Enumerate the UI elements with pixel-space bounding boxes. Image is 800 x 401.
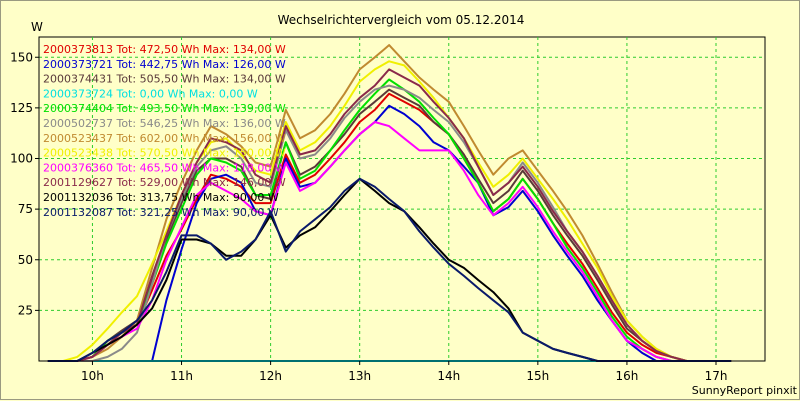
- legend-entry: 2000374404 Tot: 493,50 Wh Max: 139,00 W: [43, 102, 286, 115]
- y-tick-label: 100: [10, 152, 33, 166]
- legend-entry: 2000523437 Tot: 602,00 Wh Max: 156,00 W: [43, 132, 286, 145]
- y-tick-label: 150: [10, 50, 33, 64]
- x-tick-label: 13h: [348, 369, 371, 383]
- legend: 2000373813 Tot: 472,50 Wh Max: 134,00 W 2…: [43, 43, 286, 219]
- x-tick-label: 14h: [437, 369, 460, 383]
- legend-entry: 2000502737 Tot: 546,25 Wh Max: 136,00 W: [43, 117, 286, 130]
- footer-credit: SunnyReport pinxit: [692, 384, 798, 397]
- series-line-8: [47, 121, 732, 362]
- y-tick-label: 50: [18, 253, 33, 267]
- x-tick-label: 15h: [526, 369, 549, 383]
- x-tick-label: 12h: [259, 369, 282, 383]
- legend-entry: 2000376360 Tot: 465,50 Wh Max: 118,00 W: [43, 161, 286, 174]
- series-line-4: [47, 78, 732, 362]
- legend-entry: 2001129627 Tot: 529,00 Wh Max: 146,00 W: [43, 176, 286, 189]
- series-line-2: [47, 88, 732, 362]
- series-line-6: [47, 44, 732, 362]
- legend-entry: 2000373721 Tot: 442,75 Wh Max: 126,00 W: [43, 58, 286, 71]
- chart-title: Wechselrichtervergleich vom 05.12.2014: [278, 13, 525, 27]
- legend-entry: 2000373724 Tot: 0,00 Wh Max: 0,00 W: [43, 87, 258, 100]
- series-line-0: [47, 92, 732, 362]
- y-tick-label: 75: [18, 202, 33, 216]
- legend-entry: 2001132036 Tot: 313,75 Wh Max: 90,00 W: [43, 191, 279, 204]
- legend-entry: 2000374431 Tot: 505,50 Wh Max: 134,00 W: [43, 73, 286, 86]
- legend-entry: 2000373813 Tot: 472,50 Wh Max: 134,00 W: [43, 43, 286, 56]
- legend-entry: 2001132087 Tot: 321,25 Wh Max: 90,00 W: [43, 206, 279, 219]
- legend-entry: 2000523438 Tot: 570,50 Wh Max: 150,00 W: [43, 147, 286, 160]
- series-line-7: [47, 60, 732, 362]
- x-tick-label: 10h: [81, 369, 104, 383]
- x-tick-label: 17h: [705, 369, 728, 383]
- x-tick-label: 16h: [615, 369, 638, 383]
- y-axis-label: W: [31, 20, 43, 34]
- axes: 25 50 75 100 125 150 10h 11h 12h 13h 14h 15h 16h 17h: [10, 37, 765, 383]
- x-tick-label: 11h: [170, 369, 193, 383]
- series-line-9: [47, 68, 732, 362]
- y-tick-label: 25: [18, 303, 33, 317]
- y-tick-label: 125: [10, 101, 33, 115]
